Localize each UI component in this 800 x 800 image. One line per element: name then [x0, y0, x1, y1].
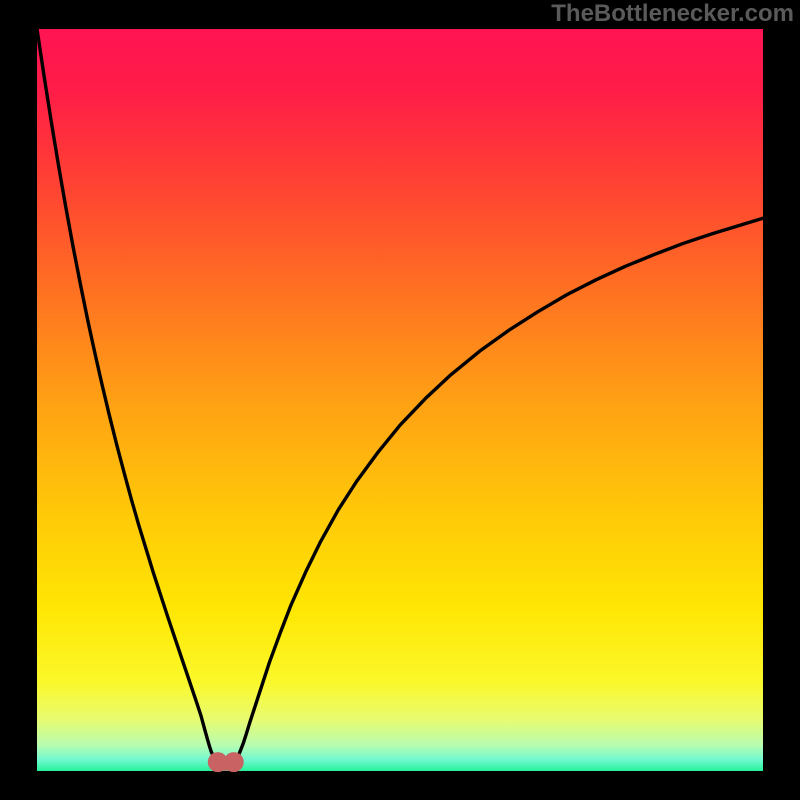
gradient-field: [37, 29, 763, 771]
chart-stage: TheBottlenecker.com: [0, 0, 800, 800]
bottleneck-curve-chart: [0, 0, 800, 800]
valley-marker-1: [224, 752, 244, 772]
